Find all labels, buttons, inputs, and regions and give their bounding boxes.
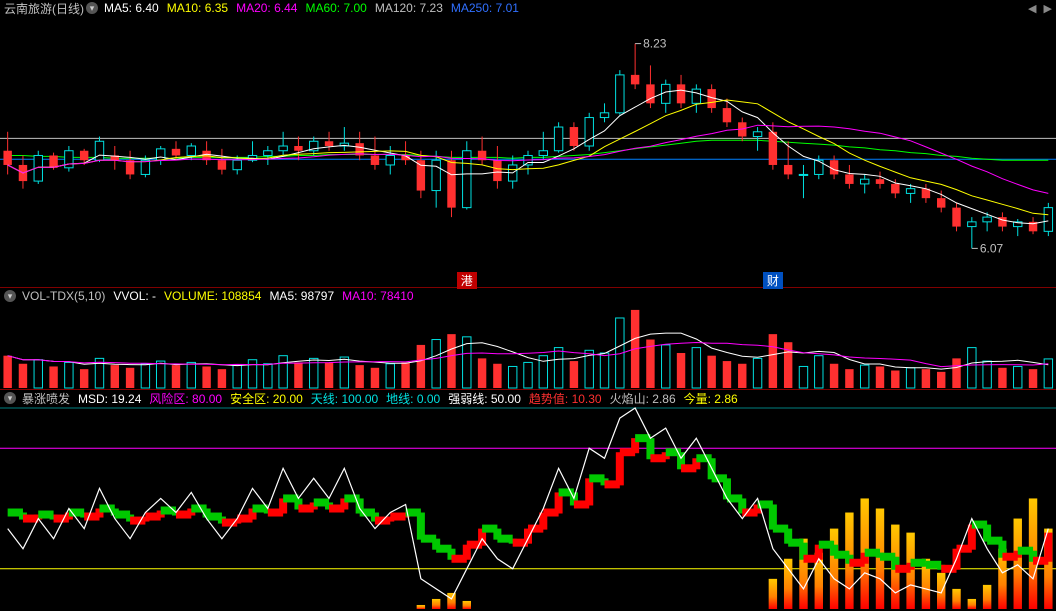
header-item: MA5: 98797	[269, 289, 334, 303]
svg-text:8.23: 8.23	[643, 37, 667, 51]
header-item: 趋势值: 10.30	[529, 392, 602, 406]
header-item: MA250: 7.01	[451, 1, 519, 15]
indicator-panel: ▾ 暴涨喷发 MSD: 19.24 风险区: 80.00 安全区: 20.00 天线: …	[0, 390, 1056, 611]
header-item: 暴涨喷发	[22, 392, 70, 406]
volume-panel: ▾ VOL-TDX(5,10) VVOL: - VOLUME: 108854 MA5:…	[0, 288, 1056, 390]
header-item: MA20: 6.44	[236, 1, 297, 15]
header-item: 火焰山: 2.86	[610, 392, 676, 406]
header-item: MSD: 19.24	[78, 392, 141, 406]
event-marker[interactable]: 港	[457, 272, 477, 289]
header-item: 安全区: 20.00	[230, 392, 303, 406]
header-item: 天线: 100.00	[311, 392, 378, 406]
nav-right-icon[interactable]: ▶	[1044, 3, 1052, 15]
nav-left-icon[interactable]: ◀	[1028, 3, 1036, 15]
collapse-icon[interactable]: ▾	[86, 2, 98, 14]
header-item: 强弱线: 50.00	[448, 392, 521, 406]
header-item: MA120: 7.23	[375, 1, 443, 15]
stock-title: 云南旅游(日线)	[4, 0, 84, 17]
header-item: 地线: 0.00	[386, 392, 440, 406]
header-item: MA10: 78410	[342, 289, 413, 303]
indicator-chart[interactable]	[0, 390, 1056, 611]
header-item: 今量: 2.86	[684, 392, 738, 406]
kline-chart[interactable]: 8.23 6.07	[0, 0, 1056, 288]
nav-arrows[interactable]: ◀ ▶	[1024, 2, 1052, 15]
header-item: VOL-TDX(5,10)	[22, 289, 105, 303]
collapse-icon[interactable]: ▾	[4, 392, 16, 404]
indicator-header: ▾ 暴涨喷发 MSD: 19.24 风险区: 80.00 安全区: 20.00 天线: …	[0, 390, 1056, 406]
kline-header: 云南旅游(日线) ▾ MA5: 6.40 MA10: 6.35 MA20: 6.44…	[0, 0, 1056, 16]
header-item: MA60: 7.00	[305, 1, 366, 15]
svg-text:6.07: 6.07	[980, 241, 1004, 255]
header-item: MA5: 6.40	[104, 1, 159, 15]
kline-panel: 云南旅游(日线) ▾ MA5: 6.40 MA10: 6.35 MA20: 6.44…	[0, 0, 1056, 288]
header-item: VVOL: -	[113, 289, 156, 303]
volume-header: ▾ VOL-TDX(5,10) VVOL: - VOLUME: 108854 MA5:…	[0, 288, 1056, 304]
event-marker[interactable]: 财	[763, 272, 783, 289]
header-item: 风险区: 80.00	[149, 392, 222, 406]
header-item: MA10: 6.35	[167, 1, 228, 15]
header-item: VOLUME: 108854	[164, 289, 261, 303]
collapse-icon[interactable]: ▾	[4, 290, 16, 302]
